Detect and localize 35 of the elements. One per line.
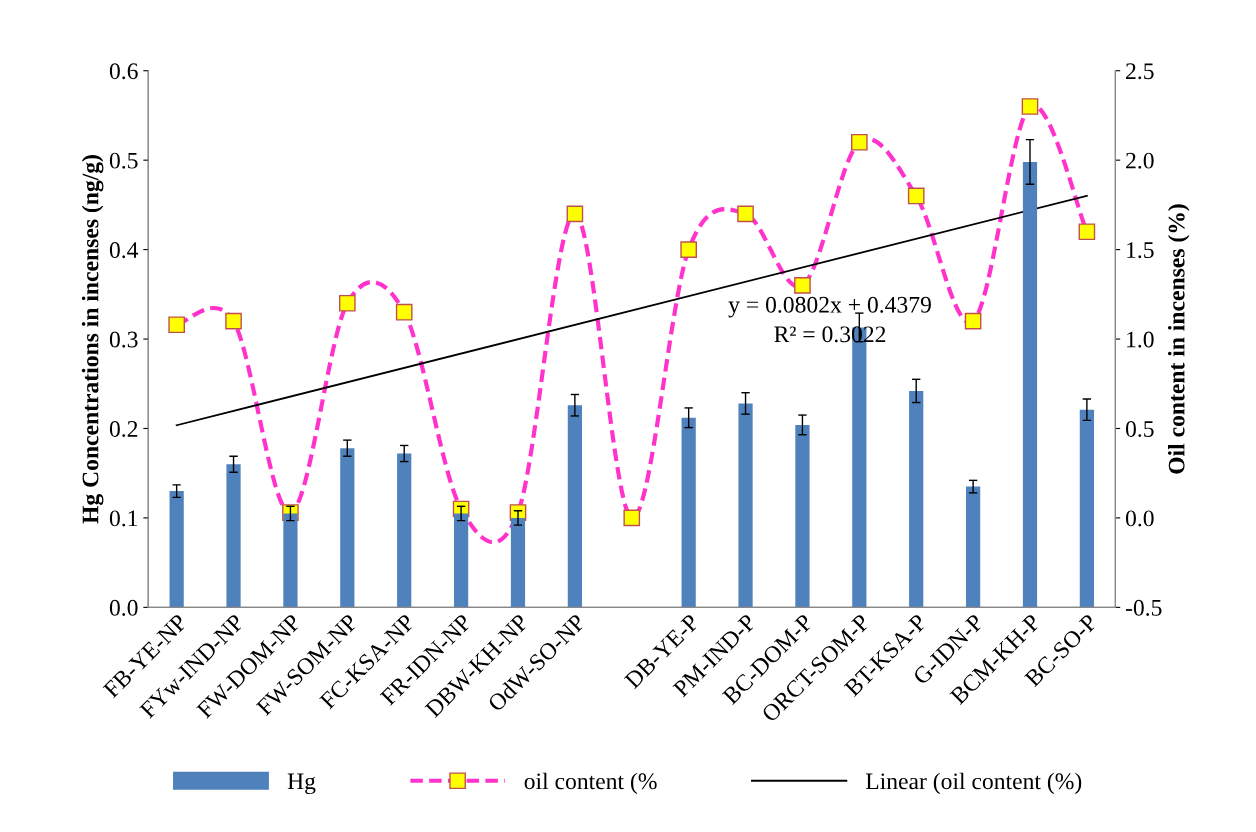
bar [340, 448, 355, 608]
y-tick-label: 0.4 [109, 242, 139, 259]
bar [965, 486, 981, 608]
bar [510, 517, 526, 608]
bar [169, 491, 184, 608]
y2-tick-label: 2.0 [1126, 152, 1154, 169]
y-tick-label: 0.3 [109, 331, 138, 348]
y-tick-label: 0.6 [109, 63, 138, 80]
y-tick-label: 0.1 [109, 510, 138, 527]
bar [1022, 161, 1038, 608]
y2-tick-label: -0.5 [1125, 599, 1162, 616]
annotation: y = 0.0802x + 0.4379 [728, 296, 931, 318]
legend-label: Hg [287, 773, 316, 795]
bar [226, 464, 241, 608]
bar [1079, 409, 1094, 608]
legend-label: oil content (% [524, 772, 657, 795]
y2-tick-label: 2.5 [1126, 63, 1154, 80]
bar [397, 453, 412, 608]
y2-tick-label: 0.5 [1125, 420, 1154, 438]
y-tick-label: 0.5 [109, 152, 138, 169]
bar [567, 405, 582, 608]
bar [681, 417, 696, 608]
bar [453, 513, 469, 608]
y-tick-label: 0.0 [109, 599, 138, 616]
bar [283, 513, 298, 608]
y-tick-label: 0.2 [109, 420, 138, 438]
y2-tick-label: 1.0 [1127, 331, 1154, 348]
bar [738, 403, 753, 608]
legend-label: Linear (oil content (%) [865, 772, 1082, 795]
y-axis-title: Hg Concentrations in incenses (ng/g) [81, 155, 104, 524]
bar [795, 424, 810, 608]
bar [909, 390, 924, 608]
y2-axis-title: Oil content in incenses (%) [1167, 204, 1190, 474]
y2-tick-label: 1.5 [1127, 242, 1154, 259]
y2-tick-label: 0.0 [1125, 510, 1154, 527]
